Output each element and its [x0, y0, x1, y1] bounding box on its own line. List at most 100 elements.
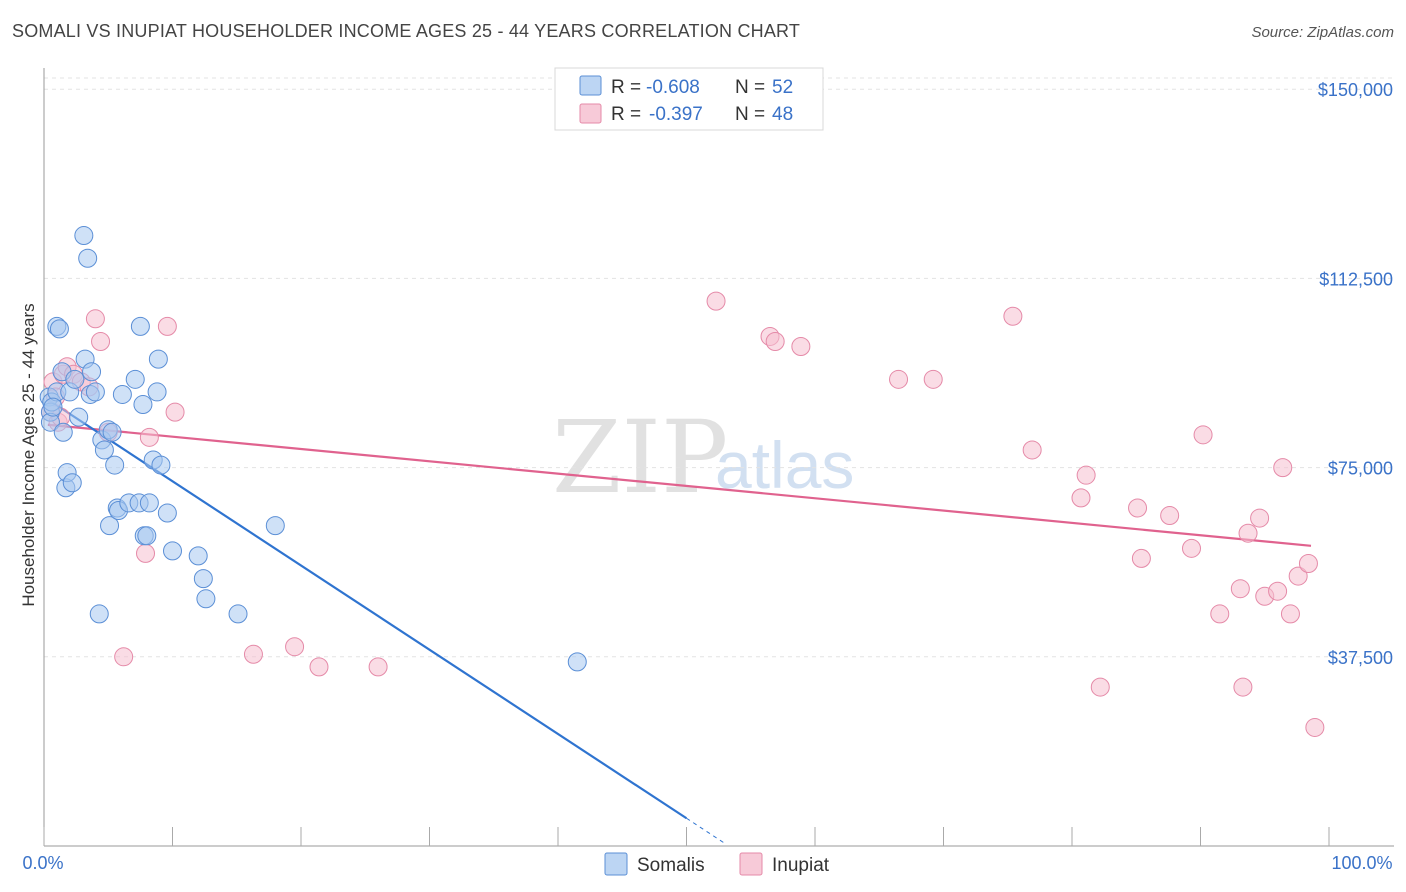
series-legend-inupiat: Inupiat	[772, 855, 830, 876]
somalis-point	[133, 395, 153, 415]
inupiat-point	[1022, 440, 1042, 460]
somalis-point	[228, 604, 248, 624]
somalis-point	[65, 369, 85, 389]
inupiat-point	[1128, 498, 1148, 518]
inupiat-point	[1305, 717, 1325, 737]
x-tick-label-max: 100.0%	[1331, 853, 1392, 873]
inupiat-point	[91, 331, 111, 351]
gridlines	[44, 77, 1394, 658]
inupiat-point	[889, 369, 909, 389]
y-axis-label: Householder Income Ages 25 - 44 years	[19, 303, 38, 606]
inupiat-point	[706, 291, 726, 311]
somalis-point	[151, 455, 171, 475]
legend-r-value-somalis: -0.608	[646, 77, 700, 98]
inupiat-point	[285, 637, 305, 657]
series-legend-swatch-somalis	[604, 852, 628, 876]
somalis-point	[69, 407, 89, 427]
inupiat-point	[765, 331, 785, 351]
legend-n-value-somalis: 52	[772, 77, 793, 98]
series-legend: Somalis Inupiat	[604, 852, 830, 876]
x-tick-label-min: 0.0%	[22, 853, 63, 873]
inupiat-point	[368, 657, 388, 677]
y-tick-label: $112,500	[1319, 269, 1393, 289]
somalis-point	[62, 473, 82, 493]
inupiat-point	[85, 309, 105, 329]
inupiat-point	[1268, 581, 1288, 601]
somalis-point	[137, 526, 157, 546]
somalis-point	[94, 440, 114, 460]
inupiat-point	[1233, 677, 1253, 697]
inupiat-point	[1071, 488, 1091, 508]
legend-n-value-inupiat: 48	[772, 104, 793, 125]
somalis-points	[39, 226, 587, 672]
somalis-point	[139, 493, 159, 513]
somalis-point	[102, 422, 122, 442]
somalis-trendline-extension	[686, 817, 726, 844]
chart-title: SOMALI VS INUPIAT HOUSEHOLDER INCOME AGE…	[12, 21, 801, 41]
y-tick-labels: $37,500 $75,000 $112,500 $150,000	[1318, 80, 1393, 668]
somalis-point	[193, 569, 213, 589]
somalis-point	[89, 604, 109, 624]
inupiat-point	[791, 337, 811, 357]
legend-n-label-inupiat: N =	[735, 104, 765, 125]
somalis-point	[74, 226, 94, 246]
somalis-point	[100, 516, 120, 536]
inupiat-point	[114, 647, 134, 667]
inupiat-point	[1131, 548, 1151, 568]
somalis-point	[85, 382, 105, 402]
somalis-point	[147, 382, 167, 402]
somalis-point	[196, 589, 216, 609]
inupiat-point	[1288, 566, 1308, 586]
somalis-point	[188, 546, 208, 566]
inupiat-point	[1250, 508, 1270, 528]
somalis-point	[130, 316, 150, 336]
inupiat-point	[1160, 506, 1180, 526]
y-tick-label: $37,500	[1328, 648, 1393, 668]
x-tick-marks	[43, 827, 1330, 846]
somalis-point	[163, 541, 182, 561]
inupiat-point	[139, 427, 159, 447]
y-tick-label: $75,000	[1328, 459, 1393, 479]
inupiat-point	[309, 657, 329, 677]
somalis-point	[112, 384, 132, 404]
somalis-point	[53, 422, 73, 442]
somalis-point	[157, 503, 177, 523]
inupiat-point	[1090, 677, 1110, 697]
somalis-point	[148, 349, 168, 369]
watermark-zip: ZIP	[552, 399, 728, 516]
legend-r-label-inupiat: R =	[611, 104, 641, 125]
inupiat-point	[1273, 458, 1293, 478]
legend-swatch-somalis	[579, 75, 602, 96]
legend-r-value-inupiat: -0.397	[649, 104, 703, 125]
series-legend-swatch-inupiat	[739, 852, 763, 876]
watermark-atlas: atlas	[715, 428, 854, 502]
inupiat-point	[165, 402, 185, 422]
inupiat-point	[1230, 579, 1250, 599]
inupiat-point	[1193, 425, 1213, 445]
legend-n-label-somalis: N =	[735, 77, 765, 98]
somalis-point	[82, 362, 102, 382]
inupiat-point	[1003, 306, 1023, 326]
correlation-legend: R = -0.608 N = 52 R = -0.397 N = 48	[554, 67, 824, 131]
somalis-point	[43, 397, 63, 417]
somalis-point	[105, 455, 125, 475]
inupiat-point	[243, 644, 263, 664]
inupiat-trendline	[47, 423, 1312, 547]
somalis-point	[125, 369, 145, 389]
somalis-point	[265, 516, 285, 536]
inupiat-point	[1182, 538, 1202, 558]
somalis-point	[567, 652, 587, 672]
source-label: Source: ZipAtlas.com	[1251, 24, 1394, 41]
somalis-point	[49, 319, 69, 339]
inupiat-point	[136, 543, 156, 563]
series-legend-somalis: Somalis	[637, 855, 705, 876]
inupiat-point	[1076, 465, 1096, 485]
inupiat-point	[1210, 604, 1230, 624]
y-tick-label: $150,000	[1318, 80, 1393, 100]
legend-swatch-inupiat	[579, 103, 602, 124]
somalis-point	[78, 248, 98, 268]
legend-r-label-somalis: R =	[611, 77, 641, 98]
inupiat-point	[157, 316, 177, 336]
inupiat-point	[1298, 553, 1318, 573]
